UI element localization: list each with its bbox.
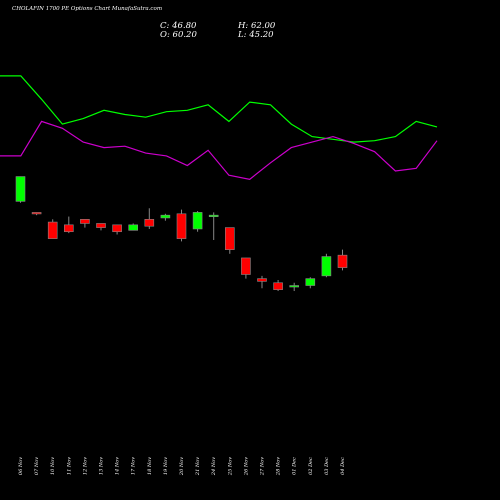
- x-tick-label: 03 Dec: [324, 457, 330, 475]
- candle-body: [47, 221, 58, 239]
- candle-body: [289, 285, 300, 288]
- candle-body: [208, 214, 219, 217]
- candle-body: [273, 282, 283, 290]
- candle-body: [321, 256, 332, 277]
- candle-body: [80, 219, 90, 224]
- x-tick-label: 24 Nov: [211, 457, 217, 476]
- x-tick-label: 26 Nov: [243, 457, 249, 476]
- x-tick-label: 19 Nov: [163, 457, 169, 475]
- open-value: O: 60.20: [160, 30, 197, 40]
- candle-body: [112, 224, 122, 233]
- x-tick-label: 25 Nov: [227, 457, 233, 476]
- x-tick-label: 20 Nov: [179, 457, 185, 476]
- candle-body: [257, 278, 267, 282]
- x-tick-label: 01 Dec: [292, 457, 298, 475]
- candle-body: [337, 254, 348, 268]
- x-tick-label: 07 Nov: [34, 457, 40, 475]
- x-tick-label: 21 Nov: [195, 457, 201, 476]
- x-tick-label: 28 Nov: [276, 457, 282, 476]
- low-value: L: 45.20: [238, 30, 274, 40]
- candle-body: [160, 214, 171, 219]
- x-tick-label: 18 Nov: [147, 457, 153, 475]
- x-tick-label: 11 Nov: [66, 457, 72, 475]
- candle-body: [31, 212, 42, 215]
- candle-body: [241, 257, 251, 275]
- overlay-line-2: [0, 120, 438, 180]
- chart-title: CHOLAFIN 1700 PE Options Chart MunafaSut…: [12, 6, 163, 12]
- x-tick-label: 13 Nov: [99, 457, 105, 475]
- candle-body: [225, 227, 235, 250]
- x-tick-label: 27 Nov: [260, 457, 266, 476]
- candle-body: [64, 224, 74, 233]
- overlay-line-1: [0, 75, 438, 143]
- candle-body: [128, 224, 138, 231]
- candle-body: [144, 219, 155, 227]
- candle-body: [305, 278, 316, 286]
- candle-body: [96, 223, 106, 228]
- candle-body: [192, 212, 203, 230]
- x-tick-label: 12 Nov: [82, 457, 88, 475]
- candle-body: [176, 213, 187, 239]
- high-value: H: 62.00: [238, 21, 276, 31]
- x-tick-label: 17 Nov: [131, 457, 137, 475]
- x-tick-label: 06 Nov: [18, 457, 24, 475]
- close-value: C: 46.80: [160, 21, 197, 31]
- x-tick-label: 04 Dec: [340, 457, 346, 475]
- x-tick-label: 14 Nov: [115, 457, 121, 475]
- x-tick-label: 10 Nov: [50, 457, 56, 475]
- x-tick-label: 02 Dec: [308, 457, 314, 475]
- candle-body: [15, 176, 26, 202]
